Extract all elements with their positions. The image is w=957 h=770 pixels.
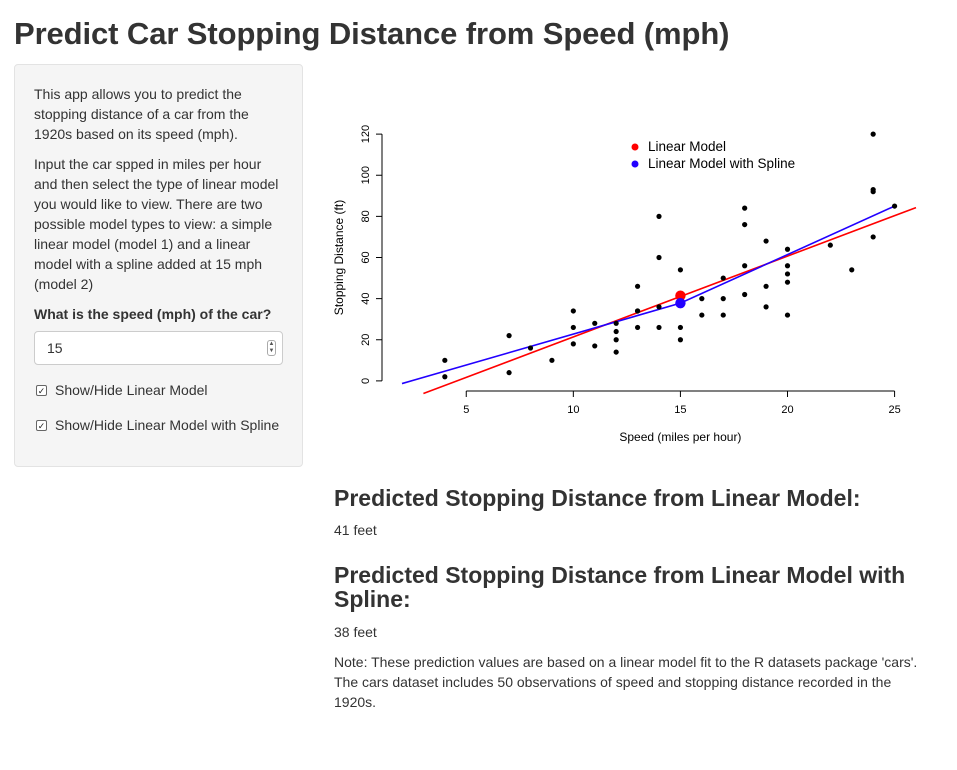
data-point xyxy=(699,312,705,318)
data-point xyxy=(570,324,576,331)
data-point xyxy=(613,320,619,326)
data-point xyxy=(849,267,855,273)
data-point xyxy=(784,263,791,269)
data-point xyxy=(784,279,791,285)
instructions-text: Input the car spped in miles per hour an… xyxy=(34,156,279,292)
y-tick-label: 80 xyxy=(360,210,372,222)
data-point xyxy=(592,320,598,326)
data-point xyxy=(570,308,576,314)
y-tick-label: 60 xyxy=(360,251,372,263)
data-point xyxy=(699,296,705,302)
intro-text: This app allows you to predict the stopp… xyxy=(34,86,249,142)
stopping-distance-plot: 5 10 15 20 25 0 20 40 60 80 100 120 Speed (miles per… xyxy=(332,110,932,460)
data-point xyxy=(720,296,726,302)
data-point xyxy=(784,312,791,318)
data-point xyxy=(891,203,898,209)
linear-prediction-point xyxy=(675,290,686,301)
data-point xyxy=(634,324,641,331)
data-point xyxy=(742,205,748,211)
data-point xyxy=(742,263,748,269)
x-tick-label: 5 xyxy=(463,404,469,416)
data-point xyxy=(442,374,448,380)
speed-input[interactable]: 15 ▲ ▼ xyxy=(34,331,283,365)
data-point xyxy=(763,304,769,310)
data-point xyxy=(506,370,512,376)
data-point xyxy=(656,213,662,219)
spline-model-checkbox[interactable]: ✓ xyxy=(36,419,47,431)
linear-model-checkbox[interactable]: ✓ xyxy=(36,384,47,396)
data-point xyxy=(677,324,684,331)
data-point xyxy=(656,254,662,261)
y-tick-label: 100 xyxy=(360,166,372,184)
data-point xyxy=(870,131,876,137)
spline-result-value: 38 feet xyxy=(334,624,377,640)
spline-model-checkbox-row[interactable]: ✓ Show/Hide Linear Model with Spline xyxy=(34,415,283,435)
y-tick-label: 40 xyxy=(360,293,372,305)
linear-result-heading: Predicted Stopping Distance from Linear … xyxy=(334,485,861,511)
spinner-icon[interactable]: ▲ ▼ xyxy=(267,340,276,356)
y-tick-label: 120 xyxy=(360,125,372,143)
linear-model-checkbox-row[interactable]: ✓ Show/Hide Linear Model xyxy=(34,380,283,400)
data-point xyxy=(656,304,662,310)
legend-marker xyxy=(631,160,639,168)
data-point xyxy=(827,242,833,248)
data-point xyxy=(613,328,619,335)
x-tick-label: 20 xyxy=(781,404,793,416)
data-point xyxy=(763,238,769,244)
x-axis-label: Speed (miles per hour) xyxy=(619,430,741,444)
data-point xyxy=(870,187,876,193)
x-tick-label: 25 xyxy=(888,404,900,416)
data-point xyxy=(442,357,448,363)
speed-input-value: 15 xyxy=(47,340,63,356)
legend-label: Linear Model with Spline xyxy=(648,156,795,171)
sidebar-panel: This app allows you to predict the stopp… xyxy=(14,64,303,467)
scatter-chart-svg: 5 10 15 20 25 0 20 40 60 80 100 120 Speed (miles per… xyxy=(332,125,917,444)
data-point xyxy=(613,349,619,355)
data-point xyxy=(527,345,534,351)
data-point xyxy=(763,283,769,289)
linear-result-value: 41 feet xyxy=(334,522,377,538)
x-tick-label: 10 xyxy=(567,404,579,416)
y-tick-label: 0 xyxy=(360,378,372,384)
data-point xyxy=(784,246,791,252)
data-point xyxy=(677,267,684,273)
page-title: Predict Car Stopping Distance from Speed… xyxy=(14,16,730,51)
x-tick-label: 15 xyxy=(674,404,686,416)
legend-marker xyxy=(631,143,639,151)
spline-model-line xyxy=(401,205,895,385)
data-point xyxy=(570,341,576,347)
spline-result-heading: Predicted Stopping Distance from Linear … xyxy=(334,562,906,612)
linear-model-checkbox-label: Show/Hide Linear Model xyxy=(55,382,208,398)
data-point xyxy=(870,234,876,240)
spline-model-checkbox-label: Show/Hide Linear Model with Spline xyxy=(55,417,280,433)
data-point xyxy=(506,333,512,339)
data-point xyxy=(613,337,619,343)
note-text: Note: These prediction values are based … xyxy=(334,654,918,710)
y-axis-label: Stopping Distance (ft) xyxy=(332,200,346,315)
linear-model-line xyxy=(423,206,917,395)
spline-prediction-point xyxy=(675,297,686,309)
legend-label: Linear Model xyxy=(648,139,726,154)
y-tick-label: 20 xyxy=(360,334,372,346)
data-point xyxy=(720,312,726,318)
data-point xyxy=(634,283,641,289)
data-point xyxy=(720,275,726,281)
data-point xyxy=(634,308,641,314)
speed-label: What is the speed (mph) of the car? xyxy=(34,306,272,322)
data-point xyxy=(656,324,662,331)
data-point xyxy=(742,221,748,228)
data-point xyxy=(742,291,748,298)
data-point xyxy=(592,343,598,349)
data-point xyxy=(677,337,684,343)
data-point xyxy=(784,271,791,277)
data-point xyxy=(549,357,555,363)
